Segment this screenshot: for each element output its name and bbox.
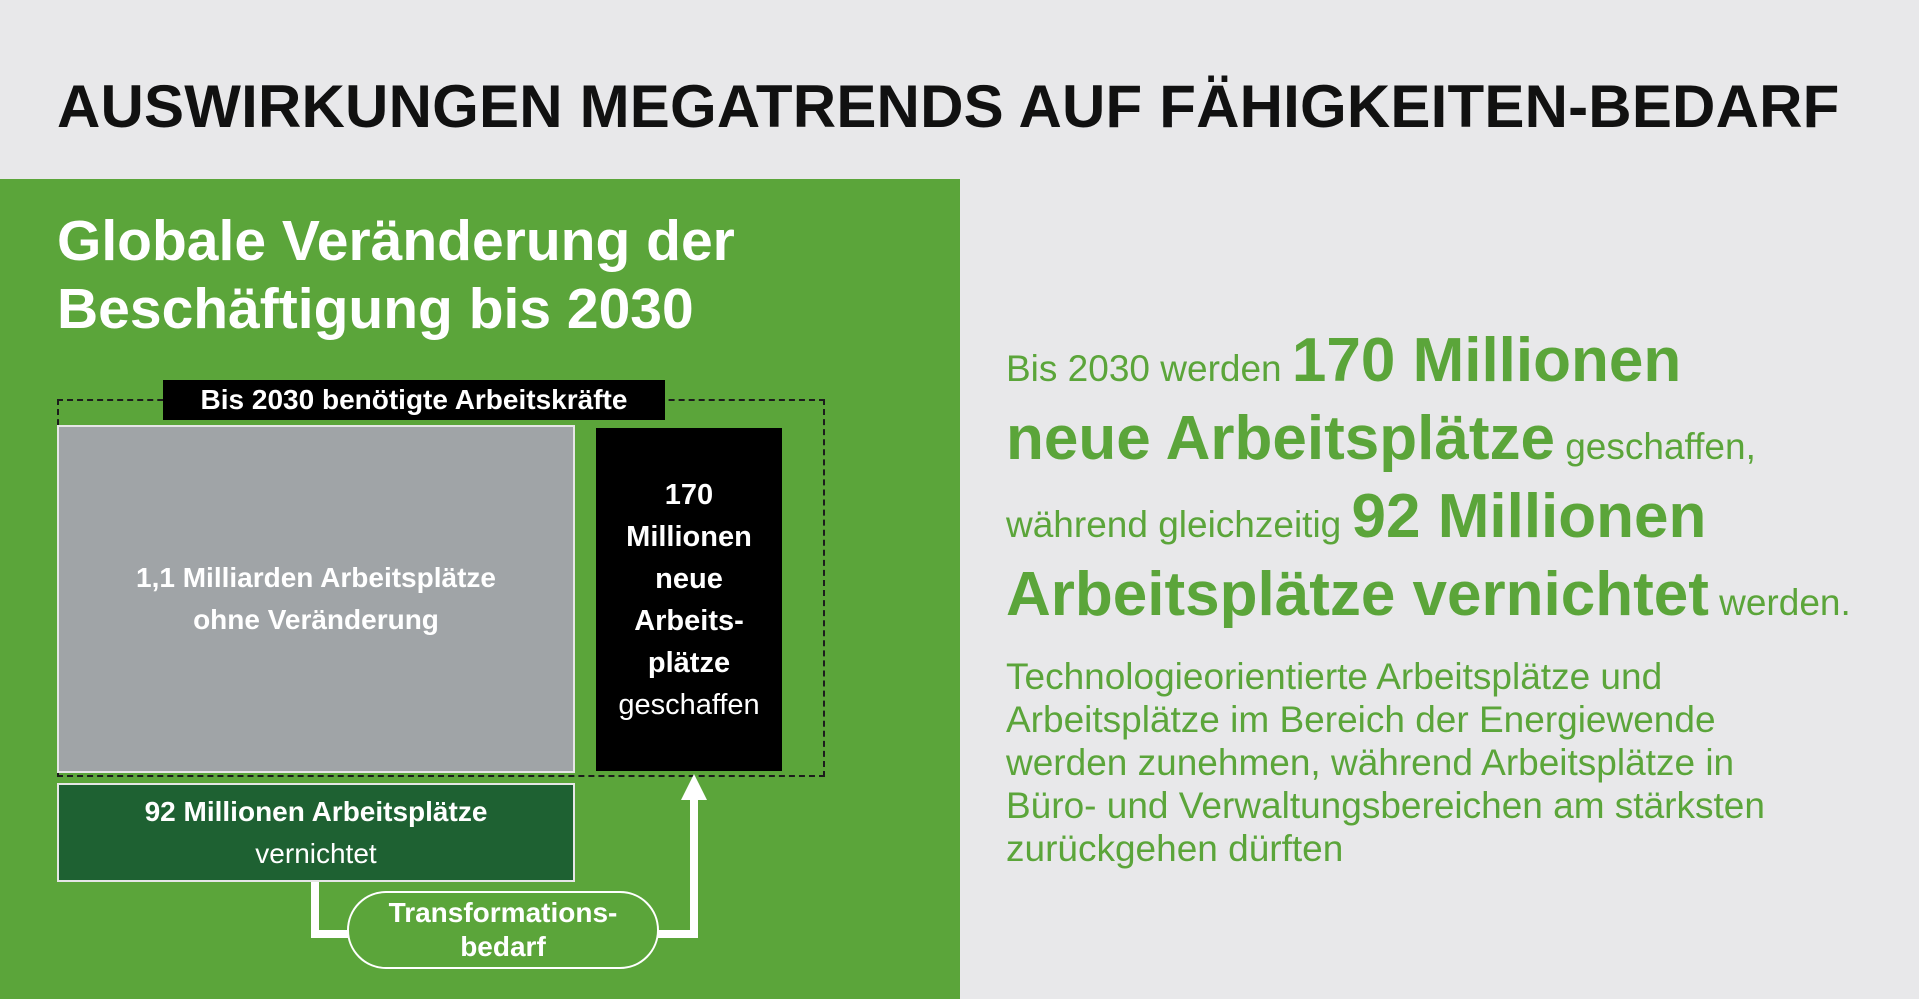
created-jobs-line5: plätze — [647, 646, 731, 679]
destroyed-jobs-box: 92 Millionen Arbeitsplätze vernichtet — [57, 783, 575, 882]
created-jobs-line4: Arbeits- — [634, 604, 744, 637]
summary-l2-post: geschaffen, — [1554, 426, 1756, 467]
created-jobs-line3: neue — [655, 562, 723, 595]
panel-heading-line2: Beschäftigung bis 2030 — [57, 277, 694, 341]
summary-statement: Bis 2030 werden 170 Millionen neue Arbei… — [1006, 326, 1886, 638]
created-jobs-line6: geschaffen — [618, 688, 760, 721]
unchanged-jobs-box: 1,1 Milliarden Arbeitsplätze ohne Veränd… — [57, 425, 575, 773]
destroyed-jobs-line2: vernichtet — [255, 837, 377, 869]
unchanged-jobs-line1: 1,1 Milliarden Arbeitsplätze — [136, 562, 496, 593]
summary-l4-big: Arbeitsplätze vernichtet — [1006, 560, 1709, 629]
created-jobs-line1: 170 — [664, 478, 714, 511]
detail-paragraph: Technologieorientierte Arbeitsplätze und… — [1006, 655, 1886, 870]
summary-l3-pre: während gleichzeitig — [1006, 504, 1352, 545]
page-title: AUSWIRKUNGEN MEGATRENDS AUF FÄHIGKEITEN-… — [57, 73, 1840, 140]
summary-l2-big: neue Arbeitsplätze — [1006, 404, 1555, 473]
employment-change-panel: Globale Veränderung der Beschäftigung bi… — [0, 179, 960, 999]
summary-l4-post: werden. — [1708, 582, 1851, 623]
detail-line2: Arbeitsplätze im Bereich der Energiewend… — [1006, 699, 1716, 740]
created-jobs-box: 170 Millionen neue Arbeits- plätze gesch… — [596, 428, 782, 771]
panel-heading: Globale Veränderung der Beschäftigung bi… — [57, 207, 735, 343]
summary-l3-big: 92 Millionen — [1351, 482, 1707, 551]
summary-l1-pre: Bis 2030 werden — [1006, 348, 1292, 389]
detail-line5: zurückgehen dürften — [1006, 828, 1344, 869]
transformation-need-badge: Transformations- bedarf — [347, 891, 659, 969]
transformation-flow-arrow — [311, 774, 707, 938]
arrow-head-icon — [681, 774, 707, 800]
detail-line1: Technologieorientierte Arbeitsplätze und — [1006, 656, 1663, 697]
created-jobs-line2: Millionen — [626, 520, 752, 553]
summary-text-block: Bis 2030 werden 170 Millionen neue Arbei… — [1006, 326, 1886, 870]
transformation-line2: bedarf — [460, 931, 546, 962]
required-workforce-label: Bis 2030 benötigte Arbeitskräfte — [163, 380, 665, 420]
transformation-line1: Transformations- — [388, 897, 618, 928]
unchanged-jobs-line2: ohne Veränderung — [193, 604, 439, 635]
panel-heading-line1: Globale Veränderung der — [57, 209, 735, 273]
destroyed-jobs-line1: 92 Millionen Arbeitsplätze — [144, 795, 488, 827]
detail-line4: Büro- und Verwaltungsbereichen am stärks… — [1006, 785, 1765, 826]
detail-line3: werden zunehmen, während Arbeitsplätze i… — [1006, 742, 1735, 783]
summary-l1-big: 170 Millionen — [1291, 326, 1682, 395]
